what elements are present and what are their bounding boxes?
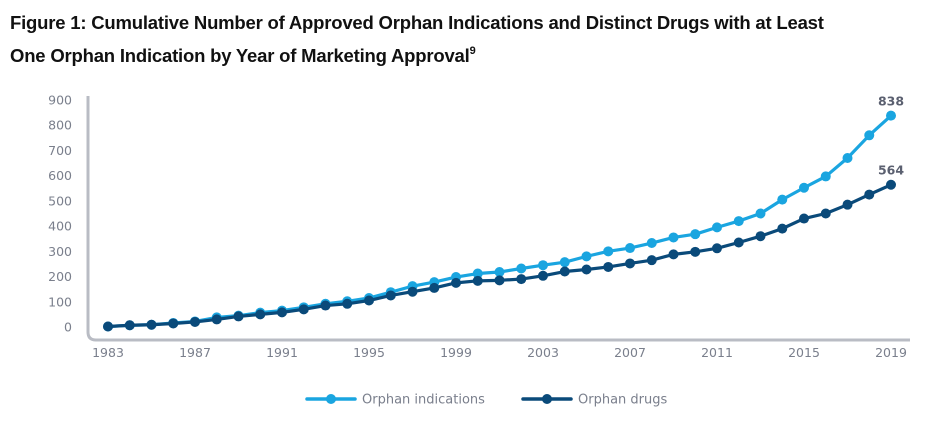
data-point-orphan-drugs (799, 213, 809, 224)
data-point-orphan-indications (668, 232, 679, 243)
data-point-orphan-drugs (342, 298, 353, 309)
end-value-label-orphan-drugs: 564 (878, 163, 904, 178)
y-tick-label: 700 (48, 143, 72, 158)
y-tick-label: 0 (64, 320, 72, 335)
data-point-orphan-drugs (211, 314, 222, 325)
legend-label: Orphan drugs (578, 393, 667, 408)
footnote-marker: 9 (469, 45, 476, 57)
data-point-orphan-drugs (603, 261, 614, 272)
data-point-orphan-indications (494, 267, 505, 278)
data-point-orphan-drugs (168, 318, 179, 329)
data-point-orphan-drugs (690, 246, 701, 257)
data-point-orphan-indications (646, 238, 657, 249)
data-point-orphan-drugs (472, 275, 483, 286)
data-point-orphan-indications (472, 268, 483, 279)
series-orphan-drugs: 564 (103, 163, 904, 332)
y-tick-label: 100 (48, 294, 72, 309)
legend-item-orphan-indications: Orphan indications (305, 393, 485, 408)
legend-label: Orphan indications (362, 393, 485, 408)
x-tick-label: 2003 (527, 345, 559, 360)
y-tick-label: 600 (48, 168, 72, 183)
legend-item-orphan-drugs: Orphan drugs (521, 393, 667, 408)
data-point-orphan-drugs (233, 311, 244, 322)
figure-title: Figure 1: Cumulative Number of Approved … (10, 6, 925, 72)
data-point-orphan-indications (820, 171, 831, 182)
data-point-orphan-drugs (625, 258, 635, 269)
data-point-orphan-drugs (755, 231, 766, 242)
data-point-orphan-drugs (298, 304, 309, 315)
y-tick-label: 300 (48, 244, 72, 259)
data-point-orphan-indications (690, 229, 701, 240)
series-line-orphan-indications (107, 114, 893, 329)
data-point-orphan-drugs (646, 255, 657, 266)
data-point-orphan-drugs (451, 277, 461, 288)
data-point-orphan-drugs (103, 321, 113, 332)
legend: Orphan indications Orphan drugs (305, 393, 667, 408)
y-tick-label: 200 (48, 269, 72, 284)
series-orphan-indications: 838 (103, 94, 904, 332)
data-point-orphan-drugs (864, 189, 875, 200)
data-point-orphan-drugs (516, 274, 527, 285)
end-value-label-orphan-indications: 838 (878, 94, 904, 109)
legend-swatch-marker (326, 394, 336, 404)
data-point-orphan-indications (581, 251, 592, 262)
y-axis-ticks: 0 100 200 300 400 500 600 700 800 900 (48, 93, 72, 335)
data-point-orphan-drugs (255, 309, 266, 320)
data-point-orphan-indications (559, 257, 570, 268)
series-group: 838 564 (103, 94, 904, 332)
x-tick-label: 1999 (440, 345, 472, 360)
data-point-orphan-drugs (277, 307, 287, 318)
data-point-orphan-drugs (364, 295, 374, 306)
x-tick-label: 2007 (614, 345, 646, 360)
figure-title-line-2: One Orphan Indication by Year of Marketi… (10, 39, 925, 72)
data-point-orphan-indications (799, 182, 809, 193)
data-point-orphan-drugs (886, 179, 896, 190)
data-point-orphan-drugs (581, 264, 592, 275)
data-point-orphan-drugs (146, 319, 157, 330)
y-tick-label: 400 (48, 219, 72, 234)
x-tick-label: 1983 (92, 345, 124, 360)
data-point-orphan-drugs (385, 290, 396, 301)
data-point-orphan-drugs (668, 249, 679, 260)
x-tick-label: 1991 (266, 345, 298, 360)
data-point-orphan-indications (777, 194, 788, 205)
data-point-orphan-indications (603, 246, 614, 257)
data-point-orphan-indications (755, 208, 766, 219)
data-point-orphan-drugs (407, 286, 418, 297)
x-tick-label: 2019 (875, 345, 907, 360)
data-point-orphan-indications (842, 153, 853, 164)
data-point-orphan-indications (516, 263, 527, 274)
data-point-orphan-drugs (190, 316, 200, 327)
data-point-orphan-drugs (559, 266, 570, 277)
x-tick-label: 1987 (179, 345, 211, 360)
legend-swatch-marker (542, 394, 552, 404)
data-point-orphan-drugs (842, 199, 853, 210)
data-point-orphan-indications (625, 243, 635, 254)
y-tick-label: 800 (48, 118, 72, 133)
x-axis-ticks: 1983 1987 1991 1995 1999 2003 2007 2011 2015 2019 (92, 345, 907, 360)
data-point-orphan-indications (538, 260, 548, 271)
data-point-orphan-indications (864, 130, 875, 141)
data-point-orphan-drugs (429, 282, 440, 293)
data-point-orphan-drugs (494, 275, 505, 286)
x-tick-label: 1995 (353, 345, 385, 360)
figure-title-line-2-text: One Orphan Indication by Year of Marketi… (10, 45, 470, 66)
data-point-orphan-drugs (820, 208, 831, 219)
x-tick-label: 2015 (788, 345, 820, 360)
axis-frame (86, 96, 910, 342)
figure-title-line-1: Figure 1: Cumulative Number of Approved … (10, 12, 824, 33)
y-tick-label: 900 (48, 93, 72, 108)
y-tick-label: 500 (48, 193, 72, 208)
data-point-orphan-drugs (124, 320, 135, 331)
data-point-orphan-indications (886, 110, 896, 121)
data-point-orphan-drugs (320, 300, 331, 311)
data-point-orphan-drugs (712, 243, 722, 254)
data-point-orphan-indications (712, 222, 722, 233)
data-point-orphan-drugs (538, 270, 548, 281)
data-point-orphan-drugs (777, 223, 788, 234)
data-point-orphan-indications (733, 216, 744, 227)
x-tick-label: 2011 (701, 345, 733, 360)
data-point-orphan-drugs (733, 237, 744, 248)
